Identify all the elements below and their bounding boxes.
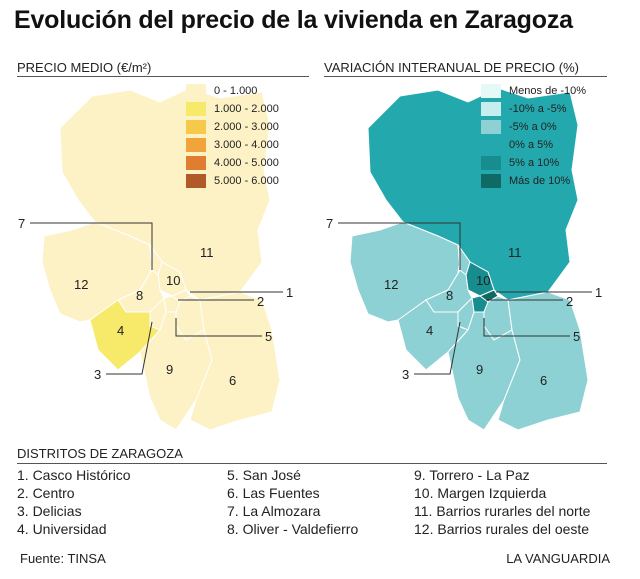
district-entry: 2. Centro xyxy=(17,485,75,501)
right-label-5: 5 xyxy=(573,329,580,344)
legend-swatch xyxy=(481,156,501,170)
left-subtitle-divider xyxy=(17,76,309,77)
district-entry: 12. Barrios rurales del oeste xyxy=(414,521,590,537)
left-label-8: 8 xyxy=(136,288,143,303)
right-map-subtitle: VARIACIÓN INTERANUAL DE PRECIO (%) xyxy=(324,60,579,75)
legend-label: 0 - 1.000 xyxy=(214,85,258,97)
legend-label: 2.000 - 3.000 xyxy=(214,121,279,133)
right-legend: Menos de -10% -10% a -5% -5% a 0% 0% a 5… xyxy=(481,82,586,190)
right-district-labels: 11 12 7 10 8 1 2 5 3 4 9 6 xyxy=(326,216,602,388)
right-label-9: 9 xyxy=(476,362,483,377)
left-label-2: 2 xyxy=(257,294,264,309)
left-legend-item: 3.000 - 4.000 xyxy=(186,136,279,154)
legend-swatch xyxy=(481,120,501,134)
legend-swatch xyxy=(186,156,206,170)
right-label-1: 1 xyxy=(595,285,602,300)
districts-title: DISTRITOS DE ZARAGOZA xyxy=(17,446,183,461)
left-label-3: 3 xyxy=(94,367,101,382)
legend-label: -5% a 0% xyxy=(509,121,557,133)
legend-swatch xyxy=(481,138,501,152)
left-legend-item: 1.000 - 2.000 xyxy=(186,100,279,118)
legend-label: 5.000 - 6.000 xyxy=(214,175,279,187)
right-legend-item: 0% a 5% xyxy=(481,136,586,154)
left-district-labels: 11 12 7 10 8 1 2 5 3 4 9 6 xyxy=(18,216,293,388)
left-legend-item: 5.000 - 6.000 xyxy=(186,172,279,190)
left-label-10: 10 xyxy=(166,273,180,288)
legend-swatch xyxy=(481,174,501,188)
right-label-3: 3 xyxy=(402,367,409,382)
districts-divider xyxy=(17,463,607,464)
source-text: Fuente: TINSA xyxy=(20,551,106,566)
left-map xyxy=(41,87,281,431)
legend-label: Menos de -10% xyxy=(509,85,587,97)
legend-swatch xyxy=(186,120,206,134)
right-label-4: 4 xyxy=(426,323,433,338)
left-callouts xyxy=(30,222,283,375)
legend-label: 3.000 - 4.000 xyxy=(214,139,279,151)
left-label-12: 12 xyxy=(74,277,88,292)
left-legend: 0 - 1.000 1.000 - 2.000 2.000 - 3.000 3.… xyxy=(186,82,279,190)
legend-swatch xyxy=(186,138,206,152)
left-legend-item: 0 - 1.000 xyxy=(186,82,279,100)
right-label-8: 8 xyxy=(446,288,453,303)
district-entry: 9. Torrero - La Paz xyxy=(414,467,530,483)
left-legend-item: 4.000 - 5.000 xyxy=(186,154,279,172)
right-legend-item: -10% a -5% xyxy=(481,100,586,118)
legend-swatch xyxy=(481,84,501,98)
left-label-7: 7 xyxy=(18,216,25,231)
district-entry: 10. Margen Izquierda xyxy=(414,485,547,501)
districts-column-2: 5. San José 6. Las Fuentes 7. La Almozar… xyxy=(227,466,358,538)
right-legend-item: Más de 10% xyxy=(481,172,586,190)
district-entry: 8. Oliver - Valdefierro xyxy=(227,521,359,537)
district-4-left xyxy=(89,299,161,371)
districts-column-1: 1. Casco Histórico 2. Centro 3. Delicias… xyxy=(17,466,131,538)
district-4-right xyxy=(397,299,469,371)
left-label-6: 6 xyxy=(229,373,236,388)
district-entry: 6. Las Fuentes xyxy=(227,485,320,501)
right-callouts xyxy=(338,222,592,375)
district-entry: 4. Universidad xyxy=(17,521,107,537)
right-label-10: 10 xyxy=(476,273,490,288)
districts-column-3: 9. Torrero - La Paz 10. Margen Izquierda… xyxy=(414,466,590,538)
right-map xyxy=(349,87,589,431)
legend-swatch xyxy=(186,174,206,188)
right-label-6: 6 xyxy=(540,373,547,388)
district-entry: 3. Delicias xyxy=(17,503,82,519)
legend-swatch xyxy=(186,84,206,98)
district-entry: 11. Barrios rurarles del norte xyxy=(414,503,591,519)
legend-label: -10% a -5% xyxy=(509,103,567,115)
page-title: Evolución del precio de la vivienda en Z… xyxy=(14,6,573,34)
district-entry: 7. La Almozara xyxy=(227,503,321,519)
right-legend-item: Menos de -10% xyxy=(481,82,586,100)
left-label-4: 4 xyxy=(117,323,124,338)
right-legend-item: -5% a 0% xyxy=(481,118,586,136)
legend-label: 5% a 10% xyxy=(509,157,560,169)
left-label-1: 1 xyxy=(286,285,293,300)
publisher-credit: LA VANGUARDIA xyxy=(506,551,610,566)
left-label-5: 5 xyxy=(265,329,272,344)
right-label-11: 11 xyxy=(508,245,522,260)
legend-swatch xyxy=(481,102,501,116)
left-label-11: 11 xyxy=(200,245,214,260)
left-map-subtitle: PRECIO MEDIO (€/m²) xyxy=(17,60,152,75)
legend-swatch xyxy=(186,102,206,116)
left-legend-item: 2.000 - 3.000 xyxy=(186,118,279,136)
left-label-9: 9 xyxy=(166,362,173,377)
right-label-2: 2 xyxy=(566,294,573,309)
legend-label: Más de 10% xyxy=(509,175,571,187)
district-entry: 1. Casco Histórico xyxy=(17,467,131,483)
district-entry: 5. San José xyxy=(227,467,301,483)
right-subtitle-divider xyxy=(324,76,607,77)
legend-label: 0% a 5% xyxy=(509,139,554,151)
right-label-12: 12 xyxy=(384,277,398,292)
legend-label: 4.000 - 5.000 xyxy=(214,157,279,169)
right-label-7: 7 xyxy=(326,216,333,231)
right-legend-item: 5% a 10% xyxy=(481,154,586,172)
legend-label: 1.000 - 2.000 xyxy=(214,103,279,115)
